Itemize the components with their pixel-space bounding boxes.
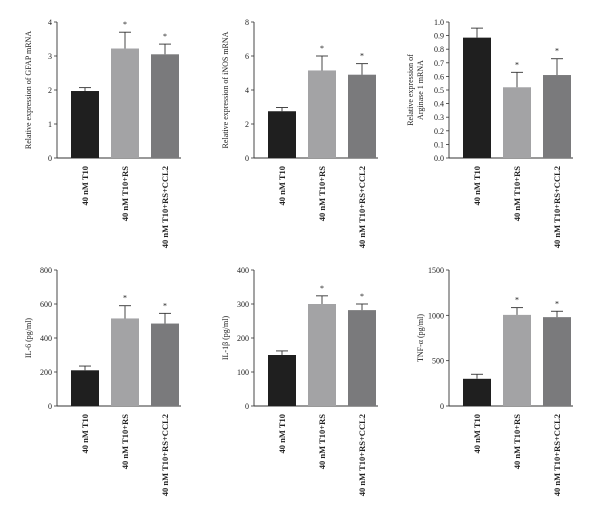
- category-label: 40 nM T10: [472, 414, 482, 454]
- bar: [268, 111, 296, 158]
- category-label: 40 nM T10+RS: [317, 166, 327, 221]
- category-label: 40 nM T10+RS+CCL2: [357, 414, 367, 496]
- y-tick-label: 0.8: [434, 45, 444, 54]
- bar: [308, 70, 336, 158]
- bar: [151, 54, 179, 158]
- y-tick-label: 600: [40, 300, 52, 309]
- y-tick-label: 0: [48, 154, 52, 163]
- y-tick-label: 4: [245, 86, 249, 95]
- bar: [503, 87, 531, 158]
- bar: [503, 314, 531, 406]
- y-axis-label: TNF-α (pg/ml): [416, 314, 425, 362]
- y-axis-label: Relative expression of GFAP mRNA: [24, 31, 33, 149]
- y-tick-label: 1000: [428, 311, 444, 320]
- bar: [308, 304, 336, 406]
- bar: [348, 74, 376, 158]
- significance-marker: *: [515, 60, 519, 69]
- significance-marker: *: [163, 301, 167, 310]
- y-tick-label: 0.9: [434, 32, 444, 41]
- bar: [111, 48, 139, 158]
- significance-marker: *: [360, 52, 364, 61]
- bar: [543, 75, 571, 158]
- y-tick-label: 0.0: [434, 154, 444, 163]
- category-label: 40 nM T10+RS+CCL2: [160, 414, 170, 496]
- category-label: 40 nM T10: [80, 414, 90, 454]
- category-label: 40 nM T10+RS: [512, 414, 522, 469]
- bar: [71, 370, 99, 406]
- significance-marker: *: [555, 299, 559, 308]
- y-tick-label: 100: [237, 368, 249, 377]
- y-tick-label: 8: [245, 18, 249, 27]
- y-tick-label: 0: [440, 402, 444, 411]
- y-tick-label: 1: [48, 120, 52, 129]
- y-tick-label: 0: [245, 154, 249, 163]
- y-tick-label: 0.1: [434, 140, 444, 149]
- significance-marker: *: [123, 20, 127, 29]
- category-label: 40 nM T10+RS+CCL2: [160, 166, 170, 248]
- y-tick-label: 2: [245, 120, 249, 129]
- y-tick-label: 0: [245, 402, 249, 411]
- y-tick-label: 0.2: [434, 127, 444, 136]
- y-tick-label: 2: [48, 86, 52, 95]
- significance-marker: *: [360, 292, 364, 301]
- y-tick-label: 400: [40, 334, 52, 343]
- y-axis-label: Relative expression of: [406, 54, 415, 126]
- y-tick-label: 200: [40, 368, 52, 377]
- significance-marker: *: [555, 47, 559, 56]
- bar: [463, 378, 491, 406]
- bar: [111, 318, 139, 406]
- chart-panel-2: 0 2 4 6 8 Relative expression of iNOS mRNA 40 …: [221, 18, 378, 248]
- y-tick-label: 3: [48, 52, 52, 61]
- significance-marker: *: [123, 294, 127, 303]
- y-tick-label: 400: [237, 266, 249, 275]
- y-tick-label: 0.7: [434, 59, 444, 68]
- bar: [71, 91, 99, 158]
- chart-panel-4: 0 200 400 600 800 IL-6 (pg/ml) 40 nM T10 * 40 nM…: [24, 266, 181, 496]
- category-label: 40 nM T10+RS: [120, 414, 130, 469]
- category-label: 40 nM T10+RS+CCL2: [552, 166, 562, 248]
- y-tick-label: 0.5: [434, 86, 444, 95]
- bar: [151, 323, 179, 406]
- y-axis-label: IL-6 (pg/ml): [24, 318, 33, 359]
- y-axis-label: Arginase 1 mRNA: [416, 60, 425, 120]
- bar: [268, 355, 296, 406]
- y-tick-label: 4: [48, 18, 52, 27]
- y-axis-label: Relative expression of iNOS mRNA: [221, 31, 230, 148]
- category-label: 40 nM T10: [277, 414, 287, 454]
- chart-panel-1: 0 1 2 3 4 Relative expression of GFAP mRNA 40 …: [24, 18, 181, 248]
- significance-marker: *: [163, 32, 167, 41]
- y-axis-label: IL-1β (pg/ml): [221, 316, 230, 361]
- y-tick-label: 800: [40, 266, 52, 275]
- significance-marker: *: [320, 44, 324, 53]
- significance-marker: *: [515, 296, 519, 305]
- bar: [543, 317, 571, 406]
- bar: [348, 310, 376, 406]
- y-tick-label: 1500: [428, 266, 444, 275]
- y-tick-label: 0.3: [434, 113, 444, 122]
- category-label: 40 nM T10+RS+CCL2: [552, 414, 562, 496]
- chart-panel-5: 0 100 200 300 400 IL-1β (pg/ml) 40 nM T10 * 40 n…: [221, 266, 378, 496]
- category-label: 40 nM T10+RS: [317, 414, 327, 469]
- chart-panel-3: 0.0 0.1 0.2 0.3 0.4 0.5 0.6 0.7 0.8 0.9 1.0 Relativ…: [406, 18, 573, 248]
- y-tick-label: 200: [237, 334, 249, 343]
- significance-marker: *: [320, 284, 324, 293]
- category-label: 40 nM T10: [472, 166, 482, 206]
- category-label: 40 nM T10: [277, 166, 287, 206]
- y-tick-label: 0.4: [434, 100, 444, 109]
- y-tick-label: 0: [48, 402, 52, 411]
- category-label: 40 nM T10+RS+CCL2: [357, 166, 367, 248]
- category-label: 40 nM T10+RS: [120, 166, 130, 221]
- category-label: 40 nM T10+RS: [512, 166, 522, 221]
- y-tick-label: 300: [237, 300, 249, 309]
- y-tick-label: 6: [245, 52, 249, 61]
- chart-panel-6: 0 500 1000 1500 TNF-α (pg/ml) 40 nM T10 * 40 nM…: [416, 266, 573, 496]
- y-tick-label: 0.6: [434, 72, 444, 81]
- y-tick-label: 1.0: [434, 18, 444, 27]
- bar: [463, 37, 491, 158]
- y-tick-label: 500: [432, 357, 444, 366]
- category-label: 40 nM T10: [80, 166, 90, 206]
